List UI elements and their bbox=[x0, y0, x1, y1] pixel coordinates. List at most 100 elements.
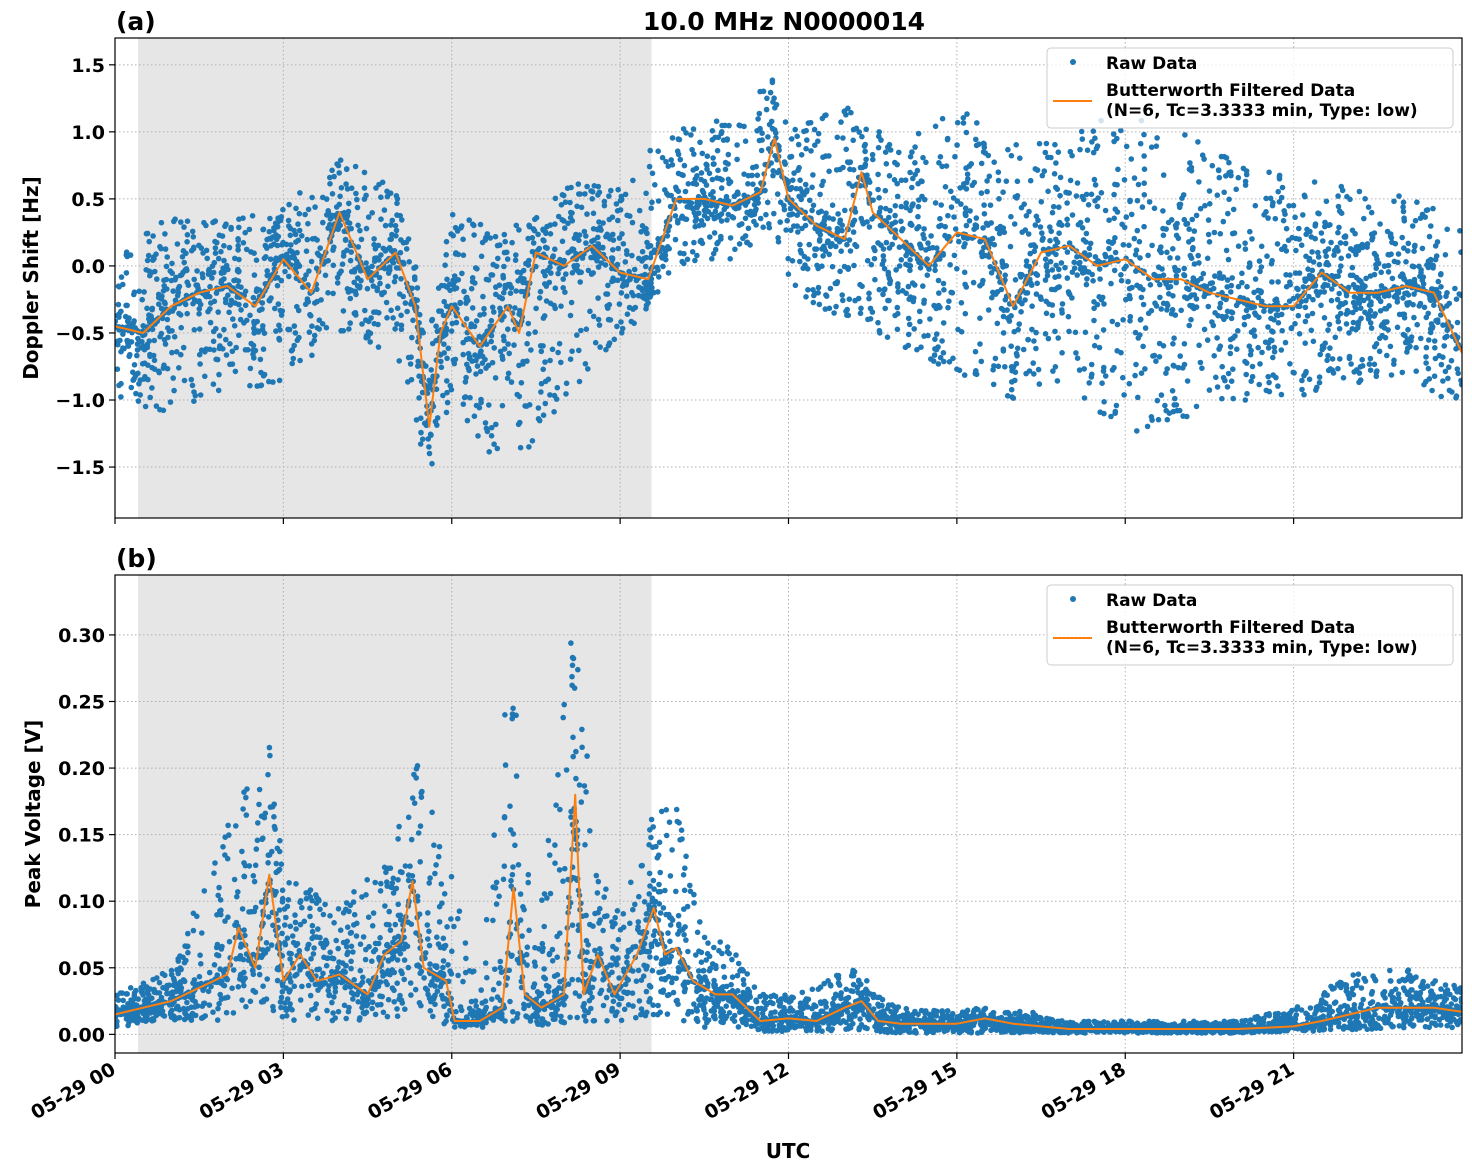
raw-data-point bbox=[878, 205, 884, 211]
raw-data-point bbox=[1414, 322, 1420, 328]
raw-data-point bbox=[1301, 284, 1307, 290]
raw-data-point bbox=[323, 273, 329, 279]
raw-data-point bbox=[553, 196, 559, 202]
raw-data-point bbox=[1050, 210, 1056, 216]
raw-data-point bbox=[717, 939, 723, 945]
raw-data-point bbox=[903, 177, 909, 183]
raw-data-point bbox=[977, 315, 983, 321]
raw-data-point bbox=[176, 286, 182, 292]
raw-data-point bbox=[1079, 194, 1085, 200]
raw-data-point bbox=[1405, 340, 1411, 346]
raw-data-point bbox=[1416, 264, 1422, 270]
raw-data-point bbox=[1201, 271, 1207, 277]
raw-data-point bbox=[243, 289, 249, 295]
raw-data-point bbox=[1401, 209, 1407, 215]
raw-data-point bbox=[450, 233, 456, 239]
raw-data-point bbox=[1327, 222, 1333, 228]
raw-data-point bbox=[1142, 166, 1148, 172]
raw-data-point bbox=[569, 300, 575, 306]
raw-data-point bbox=[1243, 372, 1249, 378]
raw-data-point bbox=[623, 259, 629, 265]
raw-data-point bbox=[1003, 297, 1009, 303]
raw-data-point bbox=[991, 159, 997, 165]
raw-data-point bbox=[1297, 270, 1303, 276]
raw-data-point bbox=[715, 168, 721, 174]
raw-data-point bbox=[1056, 230, 1062, 236]
raw-data-point bbox=[470, 305, 476, 311]
raw-data-point bbox=[416, 373, 422, 379]
raw-data-point bbox=[956, 239, 962, 245]
raw-data-point bbox=[1084, 282, 1090, 288]
raw-data-point bbox=[858, 306, 864, 312]
raw-data-point bbox=[330, 191, 336, 197]
raw-data-point bbox=[714, 118, 720, 124]
raw-data-point bbox=[925, 272, 931, 278]
raw-data-point bbox=[1276, 320, 1282, 326]
raw-data-point bbox=[1390, 276, 1396, 282]
raw-data-point bbox=[595, 235, 601, 241]
raw-data-point bbox=[568, 356, 574, 362]
raw-data-point bbox=[1226, 160, 1232, 166]
raw-data-point bbox=[1206, 304, 1212, 310]
raw-data-point bbox=[244, 247, 250, 253]
raw-data-point bbox=[513, 288, 519, 294]
raw-data-point bbox=[1396, 193, 1402, 199]
raw-data-point bbox=[763, 212, 769, 218]
raw-data-point bbox=[1043, 277, 1049, 283]
raw-data-point bbox=[258, 357, 264, 363]
raw-data-point bbox=[442, 283, 448, 289]
raw-data-point bbox=[868, 306, 874, 312]
raw-data-point bbox=[1441, 343, 1447, 349]
raw-data-point bbox=[1311, 339, 1317, 345]
raw-data-point bbox=[1043, 331, 1049, 337]
raw-data-point bbox=[1186, 287, 1192, 293]
raw-data-point bbox=[481, 306, 487, 312]
raw-data-point bbox=[767, 122, 773, 128]
raw-data-point bbox=[710, 137, 716, 143]
raw-data-point bbox=[242, 230, 248, 236]
raw-data-point bbox=[1064, 217, 1070, 223]
raw-data-point bbox=[1031, 371, 1037, 377]
raw-data-point bbox=[866, 291, 872, 297]
raw-data-point bbox=[1207, 239, 1213, 245]
raw-data-point bbox=[486, 402, 492, 408]
raw-data-point bbox=[1277, 174, 1283, 180]
raw-data-point bbox=[288, 255, 294, 261]
raw-data-point bbox=[927, 316, 933, 322]
raw-data-point bbox=[324, 212, 330, 218]
raw-data-point bbox=[539, 349, 545, 355]
raw-data-point bbox=[679, 259, 685, 265]
raw-data-point bbox=[1311, 259, 1317, 265]
raw-data-point bbox=[1299, 378, 1305, 384]
raw-data-point bbox=[165, 335, 171, 341]
raw-data-point bbox=[1438, 284, 1444, 290]
raw-data-point bbox=[863, 157, 869, 163]
raw-data-point bbox=[473, 265, 479, 271]
raw-data-point bbox=[797, 259, 803, 265]
raw-data-point bbox=[297, 358, 303, 364]
raw-data-point bbox=[1220, 314, 1226, 320]
raw-data-point bbox=[395, 836, 401, 842]
raw-data-point bbox=[840, 298, 846, 304]
raw-data-point bbox=[193, 282, 199, 288]
raw-data-point bbox=[1433, 257, 1439, 263]
raw-data-point bbox=[1399, 235, 1405, 241]
raw-data-point bbox=[418, 415, 424, 421]
raw-data-point bbox=[415, 285, 421, 291]
raw-data-point bbox=[1259, 350, 1265, 356]
raw-data-point bbox=[312, 333, 318, 339]
raw-data-point bbox=[805, 287, 811, 293]
raw-data-point bbox=[299, 905, 305, 911]
raw-data-point bbox=[1338, 240, 1344, 246]
raw-data-point bbox=[1172, 396, 1178, 402]
raw-data-point bbox=[1369, 232, 1375, 238]
raw-data-point bbox=[1322, 282, 1328, 288]
raw-data-point bbox=[1403, 259, 1409, 265]
panel-a-label: (a) bbox=[116, 7, 156, 36]
raw-data-point bbox=[176, 311, 182, 317]
raw-data-point bbox=[907, 322, 913, 328]
raw-data-point bbox=[925, 240, 931, 246]
raw-data-point bbox=[1389, 372, 1395, 378]
raw-data-point bbox=[191, 398, 197, 404]
